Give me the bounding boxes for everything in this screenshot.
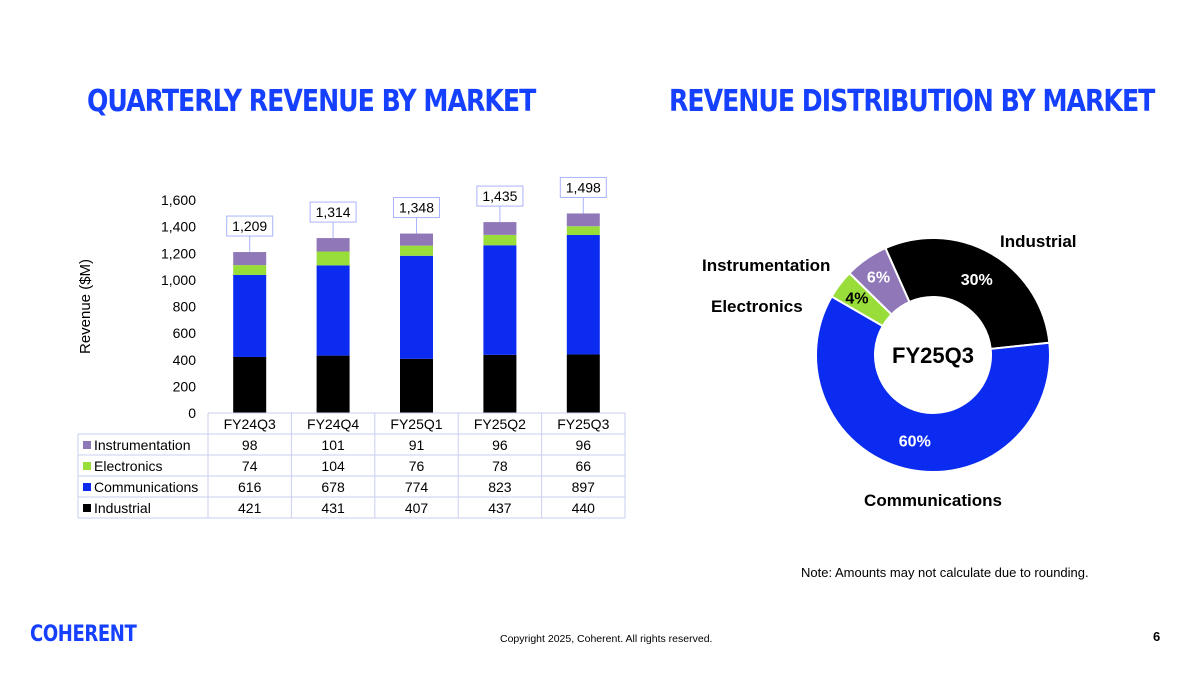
- total-callout-box: [559, 176, 607, 198]
- legend-swatch-communications: [83, 483, 91, 491]
- logo-text: COHERENT: [30, 621, 137, 647]
- bar-segment-communications: [483, 245, 517, 355]
- bar-segment-communications: [316, 265, 350, 356]
- rounding-note: Note: Amounts may not calculate due to r…: [801, 565, 1089, 580]
- bar-segment-industrial: [316, 355, 350, 413]
- bar-segment-electronics: [483, 234, 517, 246]
- y-tick-label: 1,400: [161, 219, 196, 235]
- slice-name-label-electronics: Electronics: [711, 297, 803, 316]
- bar-segment-instrumentation: [566, 213, 600, 227]
- legend-swatch-industrial: [83, 504, 91, 512]
- slice-name-label-industrial: Industrial: [1000, 232, 1077, 251]
- table-value: 678: [321, 479, 345, 495]
- table-value: 66: [576, 458, 592, 474]
- slice-value-label: 6%: [867, 270, 890, 287]
- total-callout-box: [476, 185, 524, 207]
- total-data-label: 1,209: [232, 218, 267, 234]
- donut-slice-instrumentation: [847, 246, 911, 316]
- y-tick-label: 0: [188, 405, 196, 421]
- table-value: 897: [572, 479, 596, 495]
- donut-chart: 30% Industrial 60% Communications 4% Electron…: [702, 232, 1077, 510]
- table-value: 78: [492, 458, 508, 474]
- legend-label-industrial: Industrial: [94, 500, 151, 516]
- legend-swatch-electronics: [83, 462, 91, 470]
- donut-chart-title: REVENUE DISTRIBUTION BY MARKET: [669, 84, 1155, 119]
- table-value: 407: [405, 500, 429, 516]
- bar-segment-industrial: [483, 354, 517, 413]
- total-callout-box: [393, 197, 440, 219]
- total-callout-box: [226, 215, 274, 237]
- x-category-label: FY25Q2: [474, 416, 526, 432]
- bar-segment-industrial: [566, 354, 600, 413]
- slice-value-label: 60%: [899, 434, 931, 451]
- total-data-label: 1,498: [566, 179, 601, 195]
- table-value: 104: [321, 458, 345, 474]
- bar-segment-communications: [233, 274, 267, 357]
- table-value: 437: [488, 500, 512, 516]
- table-value: 101: [321, 437, 345, 453]
- bar-segment-instrumentation: [483, 222, 517, 235]
- coherent-logo: COHERENT: [30, 620, 160, 648]
- donut-slice-communications: [815, 295, 1051, 473]
- bar-segment-communications: [566, 235, 600, 355]
- table-value: 421: [238, 500, 262, 516]
- bar-segment-electronics: [400, 245, 433, 256]
- table-value: 96: [492, 437, 508, 453]
- bar-segment-instrumentation: [316, 238, 350, 252]
- table-value: 774: [405, 479, 429, 495]
- bar-segment-electronics: [566, 226, 600, 236]
- table-value: 823: [488, 479, 512, 495]
- legend-label-electronics: Electronics: [94, 458, 162, 474]
- total-data-label: 1,314: [316, 204, 351, 220]
- total-data-label: 1,435: [482, 188, 517, 204]
- x-category-label: FY24Q3: [224, 416, 276, 432]
- bar-segment-industrial: [233, 356, 267, 413]
- total-data-label: 1,348: [399, 200, 434, 216]
- bar-segment-electronics: [233, 265, 267, 275]
- total-callout-box: [309, 201, 357, 223]
- bar-chart: 0 200 400 600 800 1,000 1,200 1,400 1,600 Revenue…: [77, 176, 626, 519]
- bar-segment-industrial: [400, 358, 433, 413]
- donut-center-label: FY25Q3: [892, 343, 974, 368]
- slice-value-label: 30%: [961, 272, 993, 289]
- bar-segment-communications: [400, 255, 433, 359]
- y-tick-label: 800: [173, 299, 197, 315]
- x-category-label: FY25Q3: [557, 416, 609, 432]
- x-category-label: FY25Q1: [390, 416, 442, 432]
- bar-segment-instrumentation: [400, 233, 433, 246]
- y-tick-label: 600: [173, 325, 197, 341]
- bar-segment-electronics: [316, 251, 350, 266]
- table-value: 91: [409, 437, 425, 453]
- bar-chart-title: QUARTERLY REVENUE BY MARKET: [87, 84, 536, 119]
- copyright-text: Copyright 2025, Coherent. All rights res…: [500, 633, 713, 645]
- slice-name-label-instrumentation: Instrumentation: [702, 256, 830, 275]
- table-value: 431: [321, 500, 345, 516]
- slice-value-label: 4%: [845, 290, 868, 307]
- y-tick-label: 1,600: [161, 192, 196, 208]
- donut-slice-industrial: [884, 237, 1051, 351]
- y-axis-label: Revenue ($M): [77, 259, 94, 354]
- table-value: 76: [409, 458, 425, 474]
- bar-segment-instrumentation: [233, 252, 267, 266]
- table-value: 440: [572, 500, 596, 516]
- y-tick-label: 1,200: [161, 245, 196, 261]
- legend-label-instrumentation: Instrumentation: [94, 437, 191, 453]
- table-value: 96: [576, 437, 592, 453]
- legend-label-communications: Communications: [94, 479, 198, 495]
- y-tick-label: 400: [173, 352, 197, 368]
- x-category-label: FY24Q4: [307, 416, 359, 432]
- slice-name-label-communications: Communications: [864, 491, 1002, 510]
- table-value: 74: [242, 458, 258, 474]
- legend-swatch-instrumentation: [83, 441, 91, 449]
- table-value: 616: [238, 479, 262, 495]
- table-value: 98: [242, 437, 258, 453]
- y-tick-label: 1,000: [161, 272, 196, 288]
- y-tick-label: 200: [173, 378, 197, 394]
- page-number: 6: [1153, 629, 1161, 644]
